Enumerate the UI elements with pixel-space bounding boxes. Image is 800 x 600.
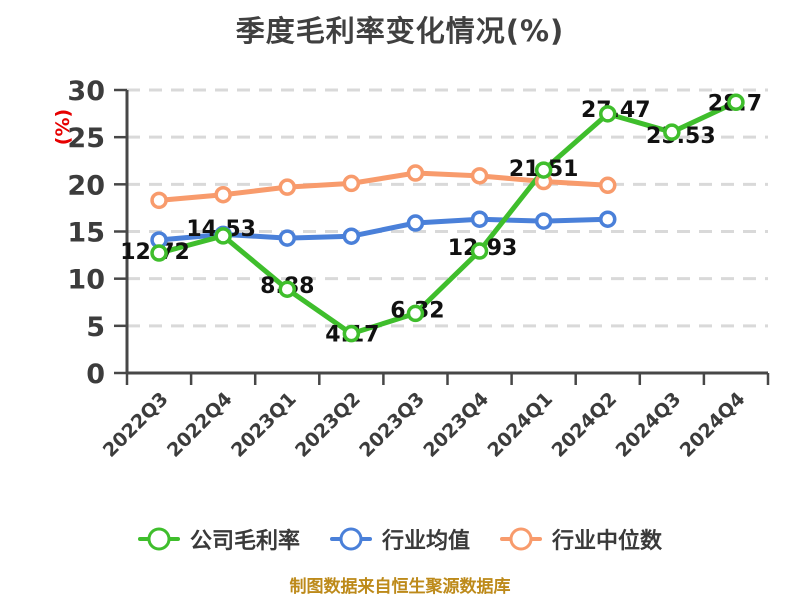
data-point-marker [663, 123, 681, 141]
series-line [156, 216, 611, 243]
legend-item-label: 公司毛利率 [189, 529, 300, 554]
series-line [156, 99, 739, 337]
line-marker-icon [329, 525, 372, 553]
x-tick-label: 2024Q2 [548, 388, 622, 462]
data-point-marker [342, 174, 361, 193]
x-tick-label: 2024Q3 [612, 388, 686, 462]
x-tick-label: 2022Q4 [163, 388, 237, 462]
data-point-marker [727, 93, 745, 112]
data-point-marker [150, 191, 168, 210]
x-tick-label: 2024Q4 [676, 388, 750, 462]
legend-item-label: 行业中位数 [552, 529, 663, 554]
x-tick-label: 2023Q1 [227, 388, 301, 462]
y-tick-label: 10 [67, 265, 105, 296]
y-tick-label: 20 [67, 170, 105, 201]
data-point-marker [214, 227, 232, 245]
legend: 公司毛利率 行业均值 行业中位数 [0, 516, 800, 562]
data-point-marker [534, 161, 553, 179]
data-point-label: 25.53 [646, 124, 716, 149]
data-point-marker [278, 178, 296, 196]
line-marker-icon [137, 525, 180, 553]
legend-item-industry-average[interactable]: 行业均值 [329, 523, 470, 555]
data-point-marker [599, 105, 617, 123]
data-point-marker [599, 176, 617, 195]
y-tick-label: 15 [67, 218, 105, 249]
data-point-marker [278, 280, 296, 298]
x-tick-label: 2023Q3 [355, 388, 429, 462]
data-point-marker [534, 212, 553, 230]
x-tick-label: 2023Q2 [291, 388, 365, 462]
legend-item-company-gross-margin[interactable]: 公司毛利率 [137, 523, 300, 555]
legend-item-industry-median[interactable]: 行业中位数 [500, 523, 662, 555]
plot-area: 0510152025302022Q32022Q42023Q12023Q22023… [67, 76, 770, 462]
data-point-marker [342, 227, 361, 245]
data-source-note: 制图数据来自恒生聚源数据库 [289, 577, 511, 597]
data-point-marker [214, 185, 232, 204]
legend-item-label: 行业均值 [381, 529, 470, 554]
data-point-marker [150, 244, 168, 262]
data-point-marker [470, 242, 489, 260]
data-point-marker [406, 164, 425, 182]
x-tick-label: 2023Q4 [419, 388, 493, 462]
x-tick-label: 2022Q3 [99, 388, 173, 462]
y-tick-label: 5 [86, 312, 105, 343]
data-point-marker [470, 167, 489, 185]
data-point-marker [470, 210, 489, 228]
data-point-marker [278, 229, 296, 247]
chart-title: 季度毛利率变化情况(%) [235, 14, 565, 48]
y-tick-label: 30 [67, 76, 105, 107]
y-tick-label: 0 [86, 359, 105, 390]
data-point-marker [599, 210, 617, 228]
data-point-marker [406, 304, 425, 323]
line-marker-icon [500, 525, 542, 553]
x-tick-label: 2024Q1 [483, 388, 557, 462]
data-point-marker [342, 324, 361, 343]
y-tick-label: 25 [67, 123, 105, 154]
data-point-marker [406, 214, 425, 232]
